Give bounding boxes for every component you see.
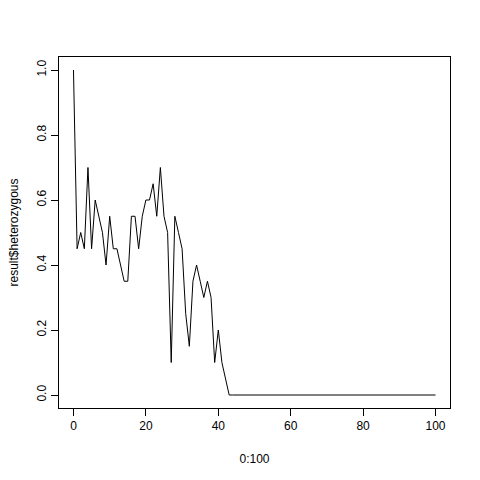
svg-text:0.2: 0.2	[35, 320, 49, 337]
svg-text:80: 80	[356, 419, 370, 433]
svg-text:0.4: 0.4	[35, 255, 49, 272]
svg-text:0: 0	[70, 419, 77, 433]
svg-text:0.8: 0.8	[35, 125, 49, 142]
svg-text:0:100: 0:100	[239, 452, 269, 466]
svg-text:0.0: 0.0	[35, 385, 49, 402]
svg-text:1.0: 1.0	[35, 60, 49, 77]
svg-text:60: 60	[284, 419, 298, 433]
svg-text:result$heterozygous: result$heterozygous	[7, 178, 21, 286]
svg-text:40: 40	[212, 419, 226, 433]
svg-text:20: 20	[139, 419, 153, 433]
svg-text:100: 100	[426, 419, 446, 433]
svg-text:0.6: 0.6	[35, 190, 49, 207]
